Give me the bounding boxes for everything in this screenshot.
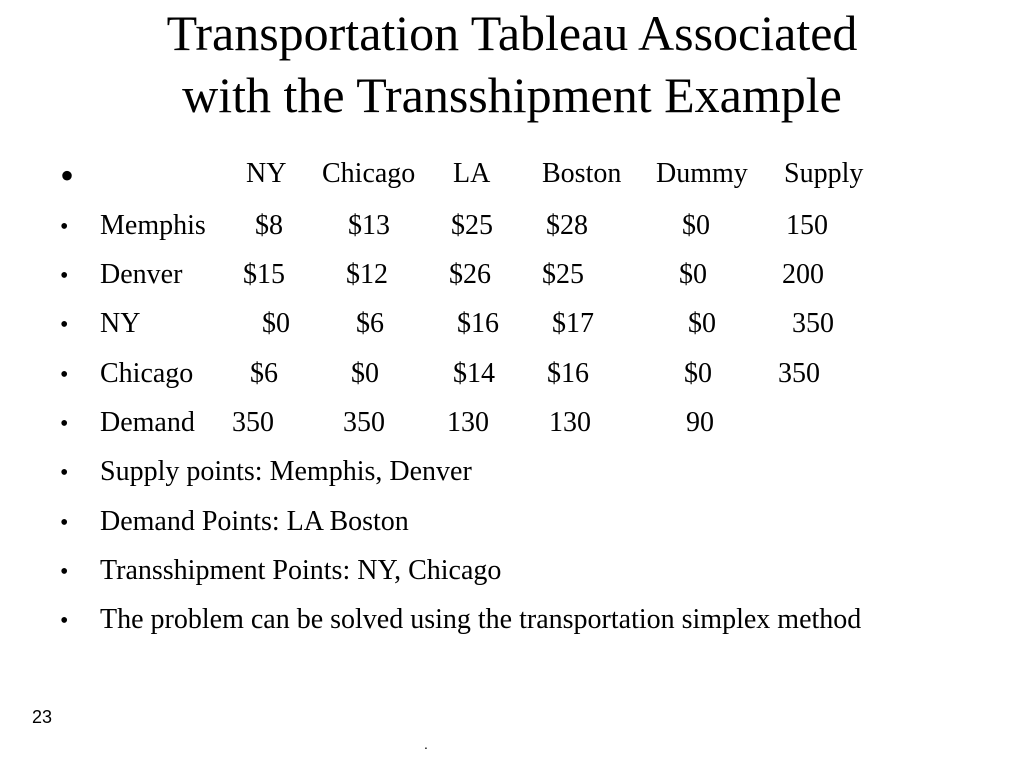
table-cell: $0	[262, 308, 290, 339]
table-cell: 350	[343, 407, 385, 438]
table-cell: $15	[243, 259, 285, 290]
table-cell: $0	[679, 259, 707, 290]
table-cell: 130	[549, 407, 591, 438]
row-label: Chicago	[100, 358, 194, 389]
table-row: NY $0 $6 $16 $17 $0 350	[0, 308, 1024, 340]
row-label: Denver	[100, 259, 183, 290]
table-cell: $25	[542, 259, 584, 290]
supply-points-note: Supply points: Memphis, Denver	[100, 456, 472, 487]
table-cell: $6	[250, 358, 278, 389]
table-cell: $17	[552, 308, 594, 339]
slide-title: Transportation Tableau Associated with t…	[0, 2, 1024, 126]
solution-method-note: The problem can be solved using the tran…	[100, 604, 862, 635]
bullet-marker: •	[60, 362, 69, 388]
table-cell: $0	[682, 210, 710, 241]
table-cell: 350	[232, 407, 274, 438]
table-cell: $0	[351, 358, 379, 389]
bullet-marker: •	[60, 263, 69, 289]
table-cell: 90	[686, 407, 714, 438]
header-cell: Boston	[542, 158, 622, 189]
table-cell: 200	[782, 259, 824, 290]
table-row: Chicago $6 $0 $14 $16 $0 350	[0, 358, 1024, 390]
bullet-marker: •	[60, 153, 75, 198]
table-cell: $12	[346, 259, 388, 290]
table-cell: $13	[348, 210, 390, 241]
header-cell: Chicago	[322, 158, 416, 189]
bullet-marker: •	[60, 411, 69, 437]
table-cell: $14	[453, 358, 495, 389]
table-cell: $8	[255, 210, 283, 241]
bullet-marker: •	[60, 460, 69, 486]
table-cell: 350	[778, 358, 820, 389]
table-cell: $0	[684, 358, 712, 389]
page-number: 23	[32, 707, 53, 727]
footer-dot: .	[424, 736, 428, 752]
table-cell: $16	[457, 308, 499, 339]
transshipment-points-note: Transshipment Points: NY, Chicago	[100, 555, 502, 586]
slide-title-line-2: with the Transshipment Example	[182, 67, 842, 123]
header-cell: Supply	[784, 158, 864, 189]
header-cell: Dummy	[656, 158, 748, 189]
bullet-marker: •	[60, 312, 69, 338]
table-cell: $0	[688, 308, 716, 339]
row-label: NY	[100, 308, 141, 339]
table-cell: $6	[356, 308, 384, 339]
header-cell: NY	[246, 158, 287, 189]
bullet-marker: •	[60, 214, 69, 240]
bullet-marker: •	[60, 559, 69, 585]
table-cell: $25	[451, 210, 493, 241]
demand-points-note: Demand Points: LA Boston	[100, 506, 409, 537]
table-cell: 130	[447, 407, 489, 438]
header-cell: LA	[453, 158, 491, 189]
row-label: Memphis	[100, 210, 206, 241]
table-row: Denver $15 $12 $26 $25 $0 200	[0, 259, 1024, 291]
table-cell: $16	[547, 358, 589, 389]
table-cell: 350	[792, 308, 834, 339]
table-cell: $28	[546, 210, 588, 241]
bullet-marker: •	[60, 608, 69, 634]
bullet-marker: •	[60, 510, 69, 536]
slide-title-line-1: Transportation Tableau Associated	[166, 5, 858, 61]
demand-row: Demand 350 350 130 130 90	[0, 407, 1024, 439]
table-header-row: NY Chicago LA Boston Dummy Supply	[0, 158, 1024, 190]
table-cell: $26	[449, 259, 491, 290]
table-cell: 150	[786, 210, 828, 241]
row-label: Demand	[100, 407, 195, 438]
table-row: Memphis $8 $13 $25 $28 $0 150	[0, 210, 1024, 242]
